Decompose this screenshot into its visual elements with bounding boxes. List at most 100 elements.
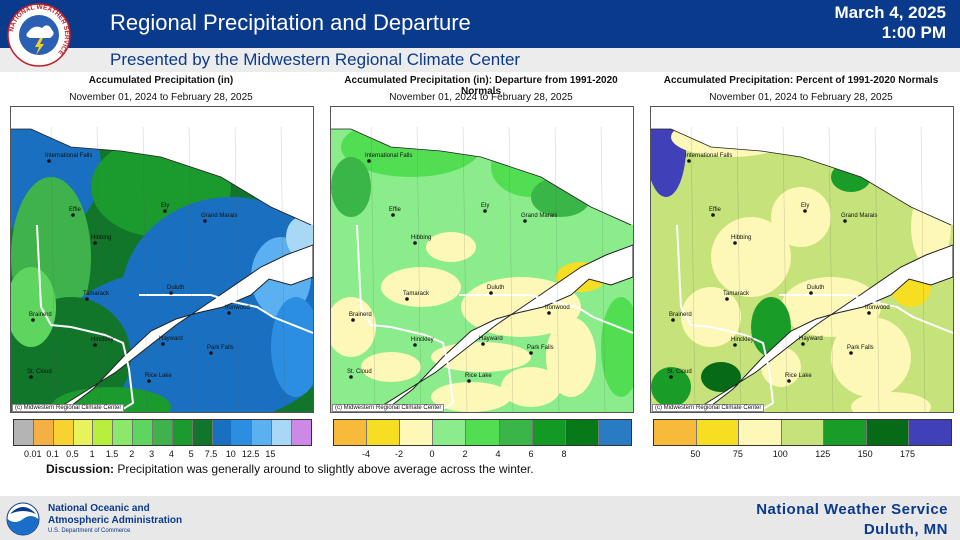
county-line bbox=[188, 126, 194, 412]
county-line bbox=[462, 126, 468, 412]
precip-contour bbox=[681, 287, 741, 347]
city-label: Hinckley bbox=[731, 337, 754, 343]
city-label: Rice Lake bbox=[785, 373, 812, 379]
no-data-region bbox=[11, 107, 313, 225]
county-line bbox=[142, 126, 148, 412]
legend-swatch bbox=[252, 420, 273, 445]
boundary-line-1 bbox=[459, 294, 633, 334]
legend-swatch bbox=[133, 420, 154, 445]
legend-tick-label: 0.1 bbox=[46, 449, 59, 459]
city-dot bbox=[725, 297, 729, 301]
county-line bbox=[554, 126, 560, 412]
precip-contour bbox=[771, 187, 831, 247]
city-dot bbox=[85, 297, 89, 301]
nws-logo-icon: NATIONAL WEATHER SERVICE bbox=[7, 3, 71, 67]
legend-tick-label: 4 bbox=[495, 449, 501, 459]
legend-tick-label: 50 bbox=[690, 449, 701, 459]
noaa-logo-icon bbox=[6, 502, 40, 536]
precip-contour bbox=[361, 352, 421, 382]
legend-swatch bbox=[113, 420, 134, 445]
city-label: Tamarack bbox=[83, 291, 110, 297]
city-label: St. Cloud bbox=[667, 369, 692, 375]
city-dot bbox=[71, 213, 75, 217]
boundary-line-1 bbox=[139, 294, 313, 334]
map-graphic bbox=[651, 107, 953, 412]
city-label: Park Falls bbox=[847, 345, 874, 351]
precip-contour bbox=[851, 392, 931, 412]
discussion-body: Precipitation was generally around to sl… bbox=[114, 462, 534, 476]
legend-tick-label: -4 bbox=[361, 449, 371, 459]
precip-contour bbox=[711, 217, 791, 297]
city-dot bbox=[29, 375, 33, 379]
city-label: Ely bbox=[801, 203, 810, 209]
city-label: International Falls bbox=[365, 153, 413, 159]
precip-contour bbox=[831, 317, 911, 397]
city-dot bbox=[31, 318, 35, 322]
legend-tick-label: 1 bbox=[89, 449, 95, 459]
legend-bar-3 bbox=[653, 419, 952, 446]
legend-tick-label: 100 bbox=[772, 449, 788, 459]
legend-tick-label: 150 bbox=[857, 449, 873, 459]
city-label: Park Falls bbox=[527, 345, 554, 351]
city-dot bbox=[809, 291, 813, 295]
city-label: Tamarack bbox=[403, 291, 430, 297]
city-dot bbox=[523, 219, 527, 223]
city-dot bbox=[867, 311, 871, 315]
city-dot bbox=[529, 351, 533, 355]
county-line bbox=[508, 126, 514, 412]
county-line bbox=[600, 126, 606, 412]
legend-tick-label: 6 bbox=[528, 449, 534, 459]
legend-swatch bbox=[532, 420, 566, 445]
legend-tick-label: 2 bbox=[462, 449, 468, 459]
city-label: Duluth bbox=[807, 285, 825, 291]
county-line bbox=[828, 126, 834, 412]
legend-tick-label: 7.5 bbox=[204, 449, 218, 459]
city-label: International Falls bbox=[685, 153, 733, 159]
legend-swatch bbox=[400, 420, 434, 445]
city-dot bbox=[671, 318, 675, 322]
county-line bbox=[690, 126, 696, 412]
panel-dates-2: November 01, 2024 to February 28, 2025 bbox=[389, 92, 573, 103]
city-dot bbox=[733, 343, 737, 347]
city-label: Rice Lake bbox=[145, 373, 172, 379]
city-label: Hayward bbox=[159, 336, 183, 342]
city-dot bbox=[161, 342, 165, 346]
legend-swatch bbox=[172, 420, 193, 445]
city-label: Duluth bbox=[167, 285, 185, 291]
no-data-region bbox=[331, 107, 633, 225]
legend-swatch bbox=[781, 420, 825, 445]
lake-superior bbox=[375, 244, 633, 410]
city-label: Park Falls bbox=[207, 345, 234, 351]
county-line bbox=[280, 126, 286, 412]
boundary-line-2 bbox=[651, 128, 952, 226]
legend-tick-label: 4 bbox=[168, 449, 174, 459]
legend-swatch bbox=[696, 420, 740, 445]
city-dot bbox=[413, 343, 417, 347]
city-dot bbox=[349, 375, 353, 379]
noaa-dept: U.S. Department of Commerce bbox=[48, 528, 131, 534]
legend-bar-1 bbox=[13, 419, 312, 446]
legend-swatch bbox=[292, 420, 311, 445]
precip-contour bbox=[381, 267, 461, 307]
city-label: Ironwood bbox=[225, 305, 250, 311]
city-label: Effie bbox=[389, 207, 401, 213]
map-credit: (c) Midwestern Regional Climate Center bbox=[332, 404, 445, 412]
legend-tick-label: 5 bbox=[188, 449, 194, 459]
map-credit: (c) Midwestern Regional Climate Center bbox=[12, 404, 125, 412]
legend-swatch bbox=[53, 420, 74, 445]
issue-datetime: March 4, 2025 1:00 PM bbox=[834, 3, 946, 43]
legend-tick-label: 125 bbox=[815, 449, 831, 459]
legend-swatch bbox=[739, 420, 782, 445]
city-dot bbox=[467, 379, 471, 383]
legend-swatch bbox=[93, 420, 114, 445]
legend-swatch bbox=[367, 420, 401, 445]
boundary-line-0 bbox=[356, 224, 455, 410]
city-dot bbox=[547, 311, 551, 315]
city-dot bbox=[93, 343, 97, 347]
noaa-name-line1: National Oceanic and bbox=[48, 503, 150, 514]
city-label: Hinckley bbox=[411, 337, 434, 343]
legend-swatch bbox=[153, 420, 173, 445]
legend-swatch bbox=[73, 420, 94, 445]
city-dot bbox=[203, 219, 207, 223]
legend-swatch bbox=[272, 420, 293, 445]
